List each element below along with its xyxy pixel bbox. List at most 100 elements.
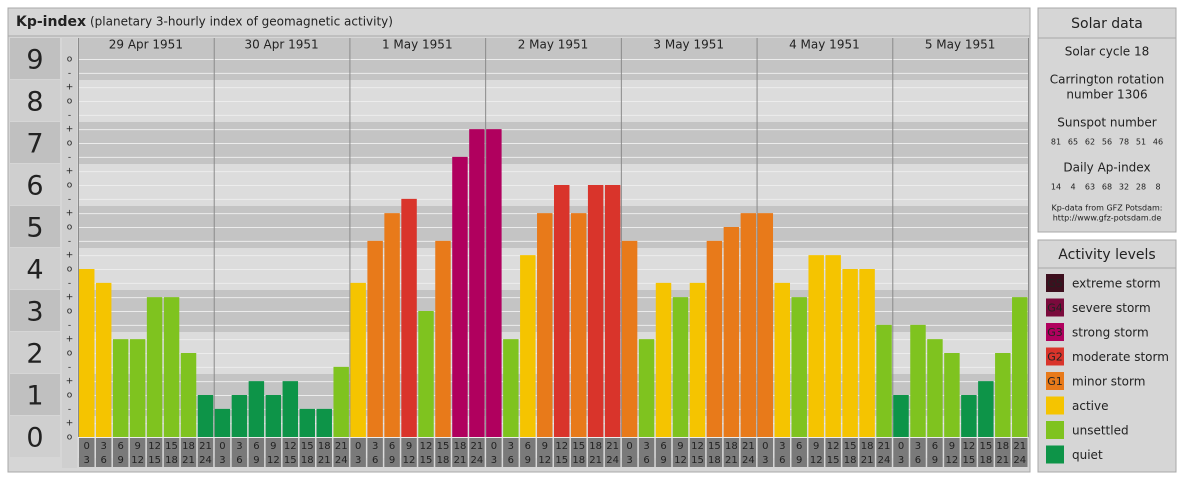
x-tick-label: 18	[437, 455, 450, 466]
bar	[621, 240, 638, 437]
x-tick-label: 24	[1013, 455, 1026, 466]
y-tick-label: 2	[26, 339, 43, 370]
bar	[859, 269, 875, 437]
bar	[876, 324, 892, 437]
bar	[350, 282, 366, 437]
hour-cell	[214, 438, 231, 467]
carrington: Carrington rotation	[1050, 73, 1164, 87]
major-tick-cell	[10, 206, 60, 247]
hour-cell	[604, 438, 621, 467]
x-tick-label: 15	[165, 441, 178, 452]
x-tick-label: 0	[355, 441, 361, 452]
x-tick-label: 9	[949, 441, 955, 452]
bar	[265, 395, 282, 437]
y-tick-label: 1	[26, 381, 43, 412]
x-tick-label: 21	[318, 455, 331, 466]
hour-cell	[893, 438, 909, 467]
y-minor-label: o	[67, 265, 73, 275]
y-minor-label: -	[68, 152, 71, 162]
legend-badge: G4	[1047, 302, 1063, 315]
x-tick-label: 24	[471, 455, 484, 466]
legend-badge: G5	[1047, 277, 1063, 290]
x-tick-label: 24	[335, 455, 348, 466]
x-tick-label: 3	[219, 455, 225, 466]
ap-title: Daily Ap-index	[1063, 161, 1150, 175]
day-label: 3 May 1951	[653, 38, 724, 52]
x-tick-label: 15	[963, 455, 976, 466]
x-tick-label: 3	[779, 441, 785, 452]
hour-cell	[876, 438, 892, 467]
hour-cell	[587, 438, 604, 467]
bar	[435, 240, 451, 437]
x-tick-label: 18	[844, 455, 857, 466]
y-tick-label: 9	[26, 45, 43, 76]
y-minor-label: -	[68, 362, 71, 372]
major-tick-cell	[10, 38, 60, 79]
x-tick-label: 21	[199, 441, 212, 452]
hour-cell	[163, 438, 180, 467]
hour-cell	[265, 438, 282, 467]
y-minor-label: +	[66, 251, 74, 261]
hour-cell	[961, 438, 977, 467]
bar	[740, 213, 757, 437]
x-tick-label: 21	[335, 441, 348, 452]
bar	[672, 297, 689, 437]
day-label: 4 May 1951	[789, 38, 860, 52]
hour-cell	[435, 438, 451, 467]
bar	[587, 185, 604, 437]
bar	[570, 213, 587, 437]
bar	[808, 255, 824, 437]
legend-label: extreme storm	[1072, 277, 1161, 291]
x-tick-label: 12	[267, 455, 280, 466]
x-tick-label: 21	[454, 455, 467, 466]
hour-cell	[537, 438, 553, 467]
hour-cell	[112, 438, 129, 467]
x-tick-label: 3	[355, 455, 361, 466]
x-tick-label: 24	[742, 455, 755, 466]
bar	[129, 339, 146, 437]
bar	[333, 366, 349, 437]
x-tick-label: 3	[84, 455, 90, 466]
x-tick-label: 3	[643, 441, 649, 452]
y-minor-label: +	[66, 377, 74, 387]
major-tick-cell	[10, 248, 60, 289]
y-minor-label: +	[66, 83, 74, 93]
bar	[723, 227, 740, 437]
x-tick-label: 9	[117, 455, 123, 466]
y-minor-label: +	[66, 293, 74, 303]
x-tick-label: 9	[660, 455, 666, 466]
x-tick-label: 12	[946, 455, 959, 466]
hour-cell	[570, 438, 587, 467]
hour-cell	[333, 438, 349, 467]
x-tick-label: 21	[725, 455, 738, 466]
ap-value: 32	[1119, 183, 1129, 192]
day-label: 1 May 1951	[382, 38, 453, 52]
y-tick-label: 6	[26, 171, 43, 202]
x-tick-label: 6	[915, 455, 921, 466]
hour-cell	[452, 438, 468, 467]
x-tick-label: 9	[813, 441, 819, 452]
hour-cell	[808, 438, 824, 467]
x-tick-label: 9	[253, 455, 259, 466]
minor-column	[62, 38, 77, 468]
bar	[248, 381, 265, 437]
bar	[791, 297, 807, 437]
x-tick-label: 3	[236, 441, 242, 452]
x-tick-label: 15	[572, 441, 585, 452]
x-tick-label: 15	[827, 455, 840, 466]
x-tick-label: 3	[626, 455, 632, 466]
major-tick-cell	[10, 80, 60, 121]
hour-cell	[384, 438, 400, 467]
x-tick-label: 6	[932, 441, 938, 452]
x-tick-label: 24	[606, 455, 619, 466]
y-tick-label: 3	[26, 297, 43, 328]
bar	[995, 353, 1011, 437]
x-tick-label: 18	[725, 441, 738, 452]
y-minor-label: o	[67, 433, 73, 443]
bar	[910, 324, 926, 437]
major-tick-cell	[10, 290, 60, 331]
y-minor-label: o	[67, 97, 73, 107]
hour-cell	[825, 438, 841, 467]
hour-cell	[791, 438, 807, 467]
